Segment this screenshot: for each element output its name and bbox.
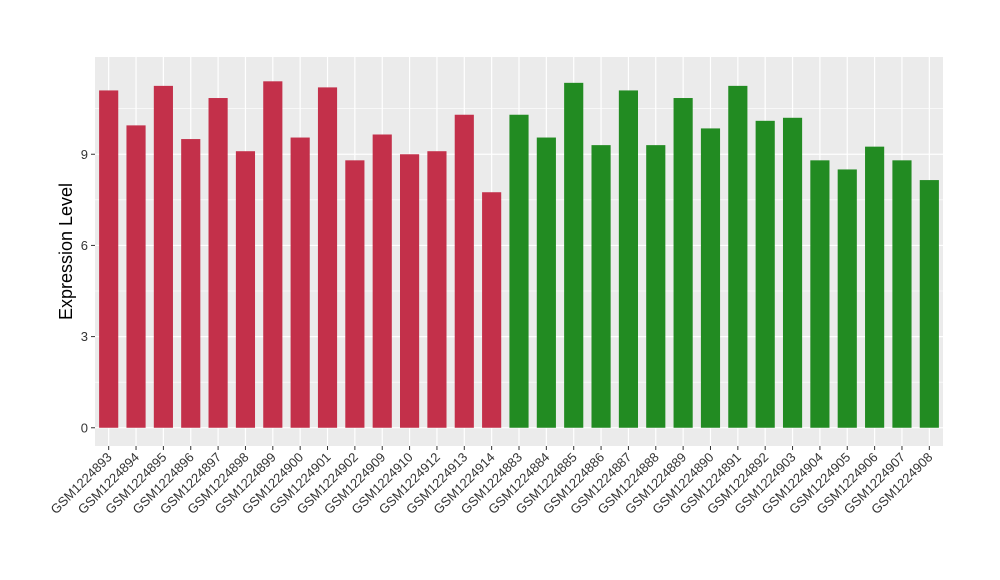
y-tick-label: 0: [81, 420, 88, 435]
bar: [181, 139, 201, 428]
y-tick-label: 3: [81, 329, 88, 344]
y-tick-label: 6: [81, 238, 88, 253]
bar: [536, 137, 556, 428]
bar: [372, 134, 392, 428]
bar: [646, 145, 666, 428]
bar: [810, 160, 830, 428]
bar: [153, 85, 173, 428]
bar: [400, 154, 420, 428]
bar: [235, 151, 256, 428]
bar: [99, 90, 119, 428]
bar: [208, 98, 228, 428]
bar: [782, 117, 803, 428]
bar: [919, 180, 939, 428]
bar: [892, 160, 912, 428]
bar: [509, 114, 529, 428]
bar: [591, 145, 611, 428]
bar: [564, 82, 584, 428]
bar: [673, 98, 693, 428]
bar: [728, 85, 748, 428]
bar: [700, 128, 721, 428]
bars: [99, 81, 939, 428]
bar: [618, 90, 638, 428]
bar: [317, 87, 338, 428]
y-tick-label: 9: [81, 147, 88, 162]
bar: [865, 146, 885, 428]
bar: [263, 81, 283, 428]
y-axis-title: Expression Level: [56, 183, 76, 320]
bar: [427, 151, 447, 428]
bar: [837, 169, 857, 428]
bar: [345, 160, 365, 428]
bar: [454, 114, 474, 428]
bar: [290, 137, 310, 428]
bar: [755, 120, 775, 428]
y-axis: 0 3 6 9: [81, 147, 95, 435]
bar: [482, 192, 502, 428]
x-axis: GSM1224893GSM1224894GSM1224895GSM1224896…: [47, 446, 935, 517]
bar: [126, 125, 146, 428]
